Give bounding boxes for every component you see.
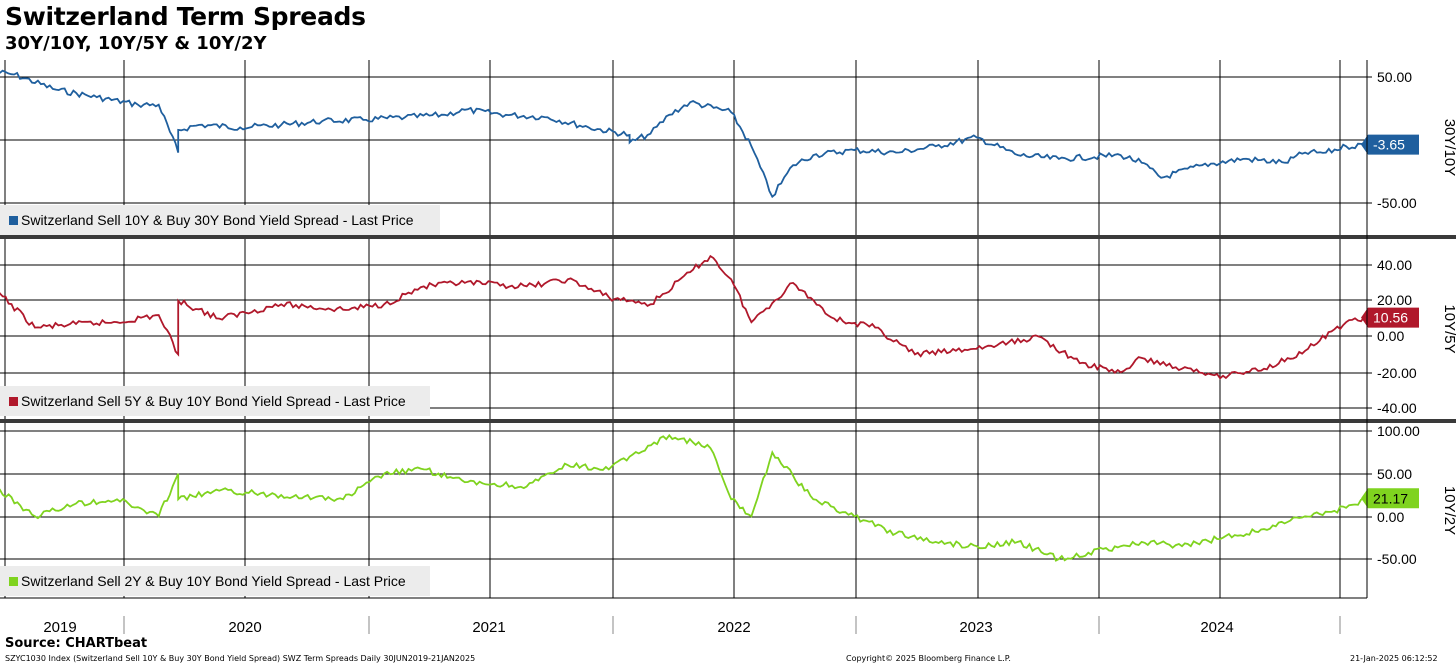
last-value-flag bbox=[1361, 307, 1419, 328]
y-tick-label: -20.00 bbox=[1377, 365, 1417, 381]
year-label: 2020 bbox=[228, 619, 261, 636]
y-tick-label: -40.00 bbox=[1377, 400, 1417, 416]
last-value-label: 10.56 bbox=[1373, 310, 1408, 326]
y-tick-label: -50.00 bbox=[1377, 551, 1417, 567]
footer-description: SZYC1030 Index (Switzerland Sell 10Y & B… bbox=[5, 654, 476, 663]
year-label: 2023 bbox=[959, 619, 992, 636]
legend-swatch bbox=[9, 397, 18, 406]
series-line bbox=[0, 433, 1368, 562]
legend-box bbox=[0, 566, 430, 596]
year-label: 2021 bbox=[472, 619, 505, 636]
legend-label: Switzerland Sell 5Y & Buy 10Y Bond Yield… bbox=[21, 393, 406, 409]
legend-swatch bbox=[9, 216, 18, 225]
legend-box bbox=[0, 205, 440, 235]
last-value-flag bbox=[1361, 134, 1419, 155]
chart-title: Switzerland Term Spreads bbox=[5, 2, 366, 31]
panel-separator bbox=[0, 235, 1456, 239]
source-label: Source: CHARTbeat bbox=[5, 636, 148, 651]
year-label: 2022 bbox=[717, 619, 750, 636]
last-value-flag bbox=[1361, 488, 1419, 509]
footer-copyright: Copyright© 2025 Bloomberg Finance L.P. bbox=[846, 654, 1011, 663]
legend-box bbox=[0, 386, 430, 416]
last-value-label: -3.65 bbox=[1373, 137, 1405, 153]
legend-label: Switzerland Sell 10Y & Buy 30Y Bond Yiel… bbox=[21, 212, 414, 228]
y-tick-label: 50.00 bbox=[1377, 69, 1412, 85]
y-tick-label: -50.00 bbox=[1377, 195, 1417, 211]
panel-separator bbox=[0, 419, 1456, 423]
last-value-label: 21.17 bbox=[1373, 490, 1408, 506]
year-label: 2024 bbox=[1200, 619, 1233, 636]
y-tick-label: 100.00 bbox=[1377, 423, 1420, 439]
legend-label: Switzerland Sell 2Y & Buy 10Y Bond Yield… bbox=[21, 573, 406, 589]
y-tick-label: 20.00 bbox=[1377, 292, 1412, 308]
y-tick-label: 0.00 bbox=[1377, 509, 1404, 525]
panel-label: 10Y/5Y bbox=[1441, 304, 1456, 353]
year-label: 2019 bbox=[43, 619, 76, 636]
panel-label: 30Y/10Y bbox=[1441, 119, 1456, 177]
chart-subtitle: 30Y/10Y, 10Y/5Y & 10Y/2Y bbox=[5, 33, 267, 54]
series-line bbox=[0, 69, 1368, 199]
y-tick-label: 50.00 bbox=[1377, 466, 1412, 482]
series-line bbox=[0, 254, 1368, 380]
y-tick-label: 40.00 bbox=[1377, 257, 1412, 273]
y-tick-label: 0.00 bbox=[1377, 328, 1404, 344]
footer-timestamp: 21-Jan-2025 06:12:52 bbox=[1350, 654, 1438, 663]
panel-label: 10Y/2Y bbox=[1441, 486, 1456, 535]
legend-swatch bbox=[9, 577, 18, 586]
